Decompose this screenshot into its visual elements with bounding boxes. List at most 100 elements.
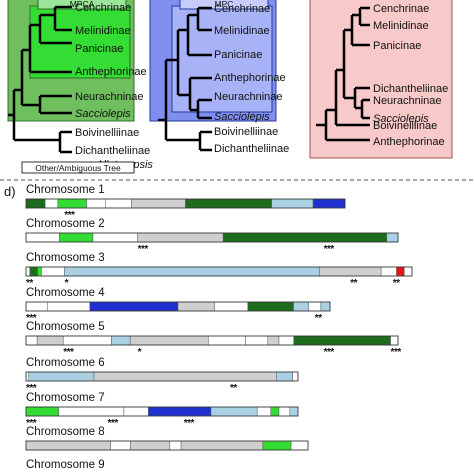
- chromosome-segment: [293, 301, 309, 312]
- left-taxon-7: Boivinelliinae: [75, 127, 139, 139]
- left-taxon-5: Neurachninae: [75, 91, 144, 103]
- chromosome-segment: [110, 440, 131, 451]
- right-taxon-2: Melinidinae: [373, 20, 429, 32]
- chromosome-segment: [92, 232, 138, 243]
- right-tree: [316, 6, 370, 142]
- mid-taxon-4: Anthephorinae: [214, 72, 286, 84]
- chromosome-segment: [25, 440, 111, 451]
- significance-stars: **: [393, 278, 400, 289]
- chromosome-segment: [177, 301, 215, 312]
- chromosome-segment: [275, 371, 293, 382]
- chromosome-segment: [208, 335, 246, 346]
- chromosome-segment: [25, 371, 29, 382]
- chromosome-segment: [137, 232, 224, 243]
- chromosome-segment: [185, 198, 272, 209]
- chromosome-segment: [62, 335, 112, 346]
- mpca-label: MPCA: [70, 0, 95, 9]
- significance-stars: ***: [64, 210, 75, 221]
- chromosome-label: Chromosome 9: [26, 459, 105, 471]
- chromosome-segment: [89, 301, 179, 312]
- chromosome-segment: [131, 198, 186, 209]
- chromosome-segment: [64, 266, 320, 277]
- significance-stars: ***: [26, 418, 37, 429]
- chromosome-segment: [293, 335, 391, 346]
- significance-stars: **: [230, 383, 237, 394]
- significance-stars: ***: [108, 418, 119, 429]
- chromosome-segment: [57, 198, 87, 209]
- chromosome-segment: [222, 232, 388, 243]
- mid-taxon-6: Sacciolepis: [214, 111, 270, 123]
- significance-stars: ***: [184, 418, 195, 429]
- chromosome-segment: [130, 440, 171, 451]
- right-box: [309, 0, 453, 159]
- chromosome-outline: [25, 266, 413, 277]
- chromosome-segment: [256, 406, 272, 417]
- mid-taxon-7: Boivinelliinae: [214, 126, 278, 138]
- significance-stars: ***: [26, 313, 37, 324]
- chromosome-segment: [278, 335, 295, 346]
- chromosome-segment: [36, 335, 64, 346]
- chromosome-segment: [270, 406, 280, 417]
- chromosome-segment: [289, 406, 299, 417]
- chromosome-segment: [44, 198, 59, 209]
- mid-taxon-8: Dichantheliinae: [214, 143, 289, 155]
- significance-stars: *: [65, 278, 69, 289]
- chromosome-segment: [37, 266, 42, 277]
- right-taxon-8: Anthephorinae: [373, 136, 445, 148]
- significance-stars: ***: [391, 347, 402, 358]
- left-taxon-4: Anthephorinae: [75, 66, 147, 78]
- left-tree: [8, 5, 72, 154]
- right-taxon-1: Cenchrinae: [373, 3, 429, 15]
- chromosome-segment: [267, 335, 280, 346]
- chromosome-segment: [111, 335, 131, 346]
- chromosome-segment: [25, 301, 48, 312]
- chromosome-outline: [25, 406, 299, 417]
- chromosome-segment: [148, 406, 212, 417]
- right-taxon-4: Dichantheliinae: [373, 83, 448, 95]
- chromosome-outline: [25, 371, 299, 382]
- legend-box: [21, 161, 135, 174]
- significance-stars: ***: [324, 347, 335, 358]
- chromosome-segment: [319, 266, 382, 277]
- chromosome-bars: Chromosome 1***Chromosome 2*** ***Chromos…: [25, 184, 413, 471]
- right-taxon-7: Boivinelliinae: [373, 120, 437, 132]
- chromosome-label: Chromosome 2: [26, 218, 105, 230]
- chromosome-segment: [25, 232, 60, 243]
- mid-tree: [158, 6, 212, 152]
- chromosome-label: Chromosome 4: [26, 287, 105, 299]
- chromosome-segment: [59, 232, 94, 243]
- right-taxon-3: Panicinae: [373, 40, 421, 52]
- chromosome-label: Chromosome 5: [26, 321, 105, 333]
- chromosome-outline: [25, 335, 399, 346]
- significance-stars: ***: [63, 347, 74, 358]
- chromosome-label: Chromosome 7: [26, 392, 105, 404]
- chromosome-segment: [25, 335, 38, 346]
- chromosome-segment: [380, 266, 397, 277]
- chromosome-segment: [25, 198, 46, 209]
- significance-stars: ***: [324, 244, 335, 255]
- chromosome-segment: [105, 198, 132, 209]
- chromosome-segment: [25, 266, 31, 277]
- chromosome-segment: [262, 440, 292, 451]
- chromosome-label: Chromosome 1: [26, 184, 105, 196]
- chromosome-label: Chromosome 3: [26, 252, 105, 264]
- chromosome-segment: [386, 232, 399, 243]
- left-taxon-2: Melinidinae: [75, 25, 131, 37]
- chromosome-label: Chromosome 6: [26, 357, 105, 369]
- chromosome-segment: [86, 198, 106, 209]
- chromosome-outline: [25, 198, 346, 209]
- mid-taxon-1: Cenchrinae: [214, 3, 270, 15]
- mpc-label-box: [179, 0, 269, 10]
- chromosome-segment: [247, 301, 294, 312]
- mid-taxon-2: Melinidinae: [214, 25, 270, 37]
- significance-stars: **: [315, 313, 322, 324]
- chromosome-segment: [245, 335, 269, 346]
- left-taxon-1: Cenchrinae: [75, 2, 131, 14]
- chromosome-segment: [210, 406, 258, 417]
- chromosome-segment: [28, 371, 95, 382]
- mid-taxon-5: Neurachninae: [214, 91, 283, 103]
- chromosome-segment: [396, 266, 405, 277]
- right-taxon-6: Sacciolepis: [373, 113, 429, 125]
- chromosome-segment: [47, 301, 91, 312]
- chromosome-segment: [214, 301, 249, 312]
